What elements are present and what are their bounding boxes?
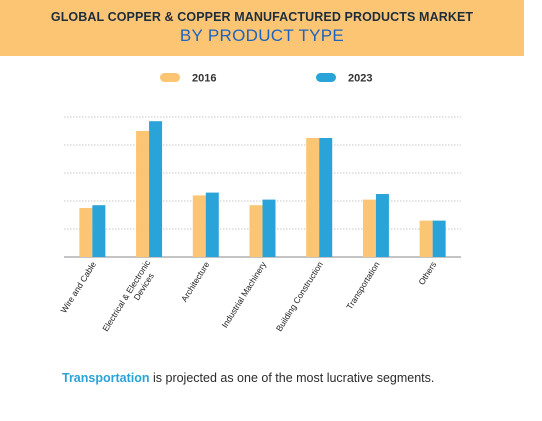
category-label: Building Construction [274, 260, 325, 334]
footer-note: Transportation is projected as one of th… [62, 371, 434, 385]
category-label: Architecture [179, 260, 212, 304]
legend-swatch-2016 [160, 73, 180, 82]
bar-2016-0 [79, 208, 93, 257]
footer-text: is projected as one of the most lucrativ… [149, 371, 435, 385]
bar-2023-0 [92, 205, 106, 257]
bar-2023-2 [205, 192, 219, 257]
category-label: Transportation [344, 260, 382, 312]
bar-chart: 2016 2023 Wire and Cable Electrical & Elect… [59, 73, 461, 339]
bar-2023-3 [262, 199, 276, 257]
legend-label-2023: 2023 [348, 73, 372, 85]
bar-2016-6 [419, 220, 433, 257]
bar-2023-5 [375, 194, 389, 257]
legend-label-2016: 2016 [192, 73, 216, 85]
chart-subtitle: BY PRODUCT TYPE [179, 26, 345, 45]
bar-2016-1 [136, 131, 150, 257]
category-label: Industrial Machinery [219, 259, 268, 329]
bar-2023-1 [149, 121, 163, 257]
bar-2016-4 [306, 138, 320, 257]
bar-2016-2 [192, 195, 206, 257]
chart-title: GLOBAL COPPER & COPPER MANUFACTURED PROD… [50, 10, 474, 24]
bar-2016-5 [362, 199, 376, 257]
category-label: Electrical & ElectronicDevices [100, 258, 161, 339]
legend-swatch-2023 [316, 73, 336, 82]
bar-2023-6 [432, 220, 446, 257]
bar-2023-4 [319, 138, 333, 257]
title-banner: GLOBAL COPPER & COPPER MANUFACTURED PROD… [0, 0, 524, 56]
bar-2016-3 [249, 205, 263, 257]
category-label: Others [416, 260, 438, 287]
footer-highlight: Transportation [62, 371, 150, 385]
category-label: Wire and Cable [59, 260, 99, 315]
